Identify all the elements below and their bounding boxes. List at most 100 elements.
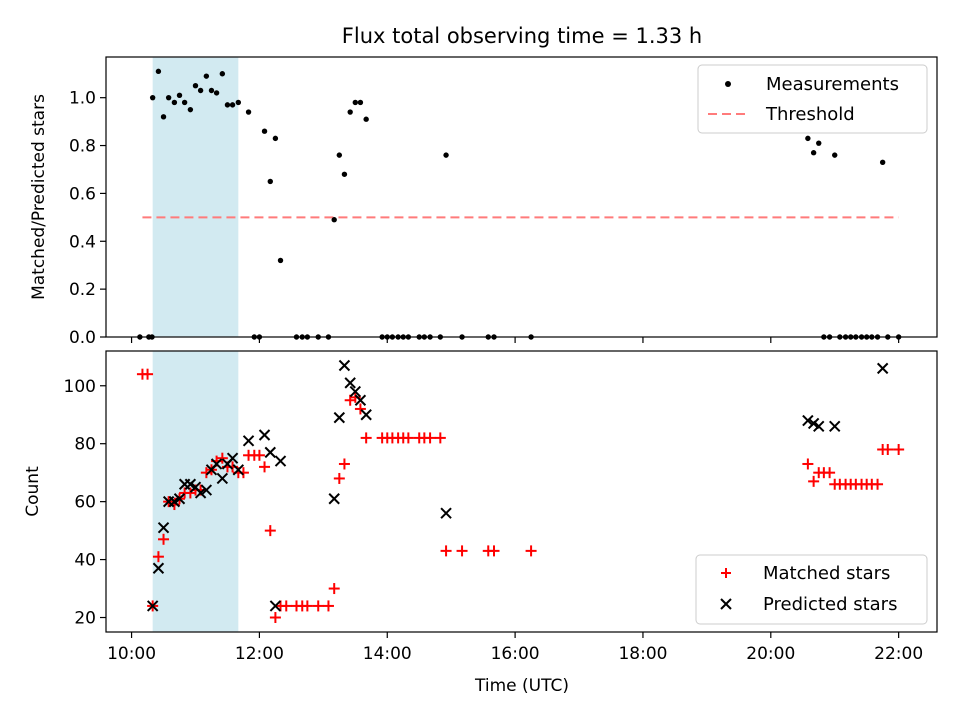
measurement-point <box>229 102 236 108</box>
measurement-point <box>331 217 337 223</box>
measurement-point <box>187 106 194 113</box>
bottom-y-tick-label: 20 <box>74 609 96 629</box>
matched-star-point <box>328 583 340 595</box>
bottom-plot-frame <box>105 350 938 633</box>
matched-star-point <box>882 443 894 455</box>
predicted-star-point <box>349 385 362 398</box>
measurement-point <box>219 71 226 77</box>
bottom-y-ticks: 20 40 60 80 100 <box>64 377 106 629</box>
matched-star-point <box>338 458 350 470</box>
predicted-star-point <box>360 409 372 421</box>
predicted-star-point <box>226 452 239 464</box>
predicted-star-point <box>440 507 452 519</box>
predicted-star-point <box>354 394 367 406</box>
predicted-star-point <box>264 446 276 459</box>
bottom-y-tick-label: 80 <box>74 435 96 455</box>
matched-star-point <box>152 551 164 563</box>
legend-predicted-marker <box>720 598 732 610</box>
predicted-star-point <box>338 359 351 372</box>
matched-star-point <box>158 533 170 545</box>
measurement-point <box>810 150 817 156</box>
predicted-star-point <box>269 600 282 612</box>
x-tick-label: 22:00 <box>874 644 923 664</box>
measurement-point <box>160 114 167 120</box>
top-y-tick-label: 0.4 <box>69 232 96 252</box>
matched-star-point <box>253 449 265 461</box>
x-tick-label: 14:00 <box>363 644 412 664</box>
bottom-legend: Matched stars Predicted stars <box>695 554 928 625</box>
legend-threshold-label: Threshold <box>765 104 855 125</box>
measurement-point <box>272 135 279 142</box>
predicted-star-point <box>216 472 229 485</box>
matched-star-point <box>333 472 345 484</box>
measurement-point <box>277 257 284 264</box>
predicted-star-point <box>146 600 159 612</box>
matched-star-point <box>280 600 292 612</box>
measurement-point <box>832 152 838 158</box>
top-y-tick-label: 0.6 <box>69 184 96 204</box>
matched-star-point <box>808 475 820 487</box>
measurement-point <box>357 99 364 106</box>
matched-star-point <box>142 368 154 380</box>
measurement-point <box>208 87 215 94</box>
measurement-point <box>224 102 231 108</box>
legend-matched-label: Matched stars <box>763 563 890 584</box>
matched-star-point <box>802 458 814 470</box>
x-tick-label: 16:00 <box>491 644 540 664</box>
matched-star-point <box>216 452 228 464</box>
matched-star-point <box>269 612 281 624</box>
top-y-axis-label: Matched/Predicted stars <box>29 94 49 300</box>
measurement-point <box>235 99 242 106</box>
matched-star-point <box>322 600 334 612</box>
top-y-tick-label: 0.2 <box>69 280 96 300</box>
predicted-star-point <box>200 484 213 496</box>
measurement-point <box>213 90 220 96</box>
measurement-point <box>879 159 886 165</box>
measurement-point <box>245 109 252 115</box>
matched-star-point <box>354 403 366 415</box>
legend-matched-marker <box>721 568 731 578</box>
measurement-point <box>192 83 199 89</box>
predicted-star-point <box>813 420 825 433</box>
x-tick-label: 12:00 <box>235 644 284 664</box>
predicted-star-point <box>232 464 245 476</box>
matched-star-point <box>237 467 249 479</box>
bottom-x-ticks: 10:00 12:00 14:00 16:00 18:00 20:00 22:00 <box>107 632 923 664</box>
top-y-ticks: 0.0 0.2 0.4 0.6 0.8 1.0 <box>69 89 106 348</box>
predicted-star-point <box>344 377 356 389</box>
measurement-point <box>176 92 183 98</box>
chart-title: Flux total observing time = 1.33 h <box>342 24 702 48</box>
predicted-star-point <box>829 420 841 433</box>
measurement-point <box>341 171 348 177</box>
bottom-y-tick-label: 100 <box>64 377 96 397</box>
x-tick-label: 18:00 <box>618 644 667 664</box>
matched-star-point <box>488 545 500 557</box>
x-tick-label: 20:00 <box>746 644 795 664</box>
measurement-point <box>181 99 188 106</box>
matched-star-point <box>456 545 468 557</box>
predicted-star-point <box>210 458 223 470</box>
predicted-star-point <box>157 522 170 534</box>
predicted-star-point <box>333 411 346 424</box>
measurement-point <box>197 87 204 94</box>
top-y-tick-label: 0.0 <box>69 328 96 348</box>
observing-window-shade-top <box>152 57 239 337</box>
predicted-star-point <box>274 455 287 467</box>
top-panel: 0.0 0.2 0.4 0.6 0.8 1.0 Matched/Predicted sta… <box>29 56 938 348</box>
measurement-point <box>352 99 358 106</box>
matched-star-point <box>424 432 436 444</box>
x-axis-label: Time (UTC) <box>474 676 569 696</box>
top-y-tick-label: 1.0 <box>69 89 96 109</box>
predicted-star-point <box>328 493 340 505</box>
top-y-tick-label: 0.8 <box>69 137 96 157</box>
legend-predicted-label: Predicted stars <box>763 594 897 615</box>
predicted-star-point <box>258 429 271 441</box>
top-x-ticks <box>130 337 900 343</box>
top-legend: Measurements Threshold <box>697 64 928 134</box>
measurement-point <box>443 152 449 158</box>
predicted-star-point <box>194 487 207 499</box>
matched-star-point <box>525 545 537 557</box>
measurement-point <box>165 94 172 101</box>
measurement-point <box>816 140 822 146</box>
predicted-star-point <box>242 435 255 447</box>
